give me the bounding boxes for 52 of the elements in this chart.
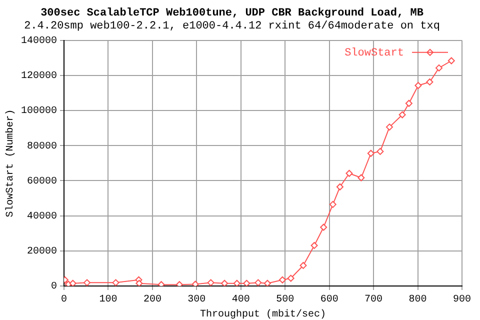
point — [320, 224, 328, 231]
y-tick-label: 60000 — [26, 176, 58, 188]
point — [367, 150, 374, 157]
point — [448, 57, 455, 64]
point — [398, 111, 406, 118]
point — [264, 280, 271, 286]
point — [414, 82, 422, 89]
point — [386, 124, 393, 131]
point — [207, 279, 214, 286]
point — [69, 280, 76, 286]
x-tick-label: 600 — [320, 294, 338, 306]
chart-subtitle: 2.4.20smp web100-2.2.1, e1000-4.4.12 rxint 64/64moderate on txq — [24, 20, 440, 33]
y-tick-label: 100000 — [20, 106, 58, 118]
point — [221, 280, 228, 286]
y-tick-label: 80000 — [26, 141, 58, 152]
point — [358, 174, 365, 182]
x-tick-label: 200 — [143, 294, 162, 306]
point — [84, 279, 90, 286]
point — [426, 78, 434, 86]
x-tick-label: 500 — [276, 294, 294, 306]
x-tick-label: 0 — [61, 294, 68, 306]
x-axis-title: Throughput (mbit/sec) — [200, 308, 326, 320]
point — [405, 100, 412, 107]
y-tick-label: 0 — [50, 282, 58, 293]
point — [112, 279, 120, 286]
point — [287, 274, 294, 282]
point — [346, 170, 353, 177]
point — [376, 148, 384, 155]
x-tick-label: 100 — [99, 294, 118, 306]
legend-label: SlowStart — [344, 47, 404, 60]
y-tick-label: 120000 — [20, 71, 58, 82]
x-tick-label: 800 — [408, 294, 427, 306]
point — [278, 276, 286, 284]
y-tick-label: 140000 — [20, 36, 58, 48]
point — [329, 200, 336, 208]
y-tick-label: 40000 — [26, 211, 58, 222]
point — [254, 279, 262, 286]
point — [310, 242, 318, 249]
x-tick-label: 900 — [452, 294, 472, 306]
point — [336, 183, 344, 190]
point — [233, 280, 240, 286]
x-tick-label: 400 — [232, 294, 250, 306]
x-tick-label: 300 — [188, 294, 206, 306]
y-axis-title: SlowStart (Number) — [4, 109, 17, 218]
chart-title: 300sec ScalableTCP Web100tune, UDP CBR Background Load, MB — [40, 7, 424, 20]
point — [136, 280, 143, 286]
point — [243, 280, 250, 286]
point — [300, 262, 307, 269]
x-tick-label: 700 — [364, 294, 383, 306]
y-tick-label: 20000 — [26, 246, 58, 258]
point — [192, 280, 199, 286]
point — [436, 64, 443, 72]
